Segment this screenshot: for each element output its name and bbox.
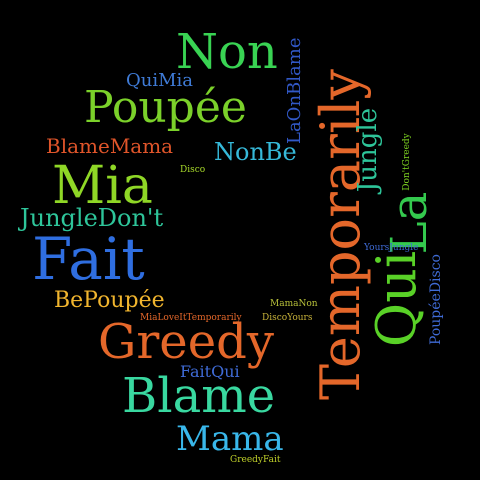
word-mialoveittemporarily: MiaLoveItTemporarily [140, 313, 242, 323]
word-nonbe: NonBe [214, 138, 297, 166]
word-fait: Fait [32, 225, 145, 293]
word-dontgreedy: Don'tGreedy [402, 133, 412, 191]
word-jungledont: JungleDon't [20, 204, 164, 232]
word-yoursjungle: YoursJungle [364, 243, 419, 253]
word-greedyfait: GreedyFait [230, 455, 281, 465]
word-discoyours: DiscoYours [262, 313, 313, 323]
word-mama: Mama [176, 419, 284, 459]
word-faitqui: FaitQui [180, 362, 240, 381]
word-non: Non [176, 24, 278, 80]
word-qui: Qui [365, 250, 428, 348]
word-greedy: Greedy [98, 314, 274, 370]
word-laonblame: LaOnBlame [284, 37, 305, 144]
word-blame: Blame [122, 368, 276, 424]
word-poupee: Poupée [84, 82, 247, 133]
word-bepoupee: BePoupée [54, 288, 165, 313]
word-quimia: QuiMia [126, 70, 194, 91]
word-mia: Mia [52, 156, 153, 216]
word-jungle: Jungle [353, 107, 383, 193]
word-blamemama: BlameMama [46, 134, 174, 158]
word-poupeedisco: PoupéeDisco [428, 254, 444, 345]
word-disco: Disco [180, 165, 206, 175]
word-mamanon: MamaNon [270, 299, 318, 309]
